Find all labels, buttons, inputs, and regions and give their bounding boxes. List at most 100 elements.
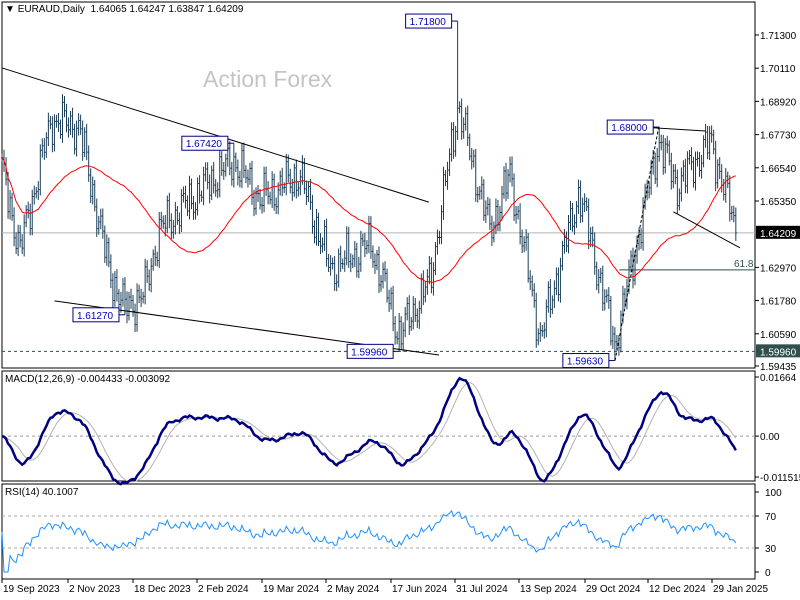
price-bar xyxy=(525,229,528,251)
y-tick-label: 1.62970 xyxy=(760,263,797,274)
price-bar xyxy=(694,151,697,191)
price-bar xyxy=(583,193,586,213)
price-bar xyxy=(39,144,42,196)
price-bar xyxy=(186,195,189,217)
price-bar xyxy=(325,218,328,267)
price-bar xyxy=(718,157,721,180)
price-bar xyxy=(573,214,576,235)
price-bar xyxy=(154,245,157,266)
price-bar xyxy=(285,153,288,196)
price-bar xyxy=(142,291,145,304)
price-bar xyxy=(404,306,407,338)
price-bar xyxy=(500,185,503,221)
price-bar xyxy=(557,267,560,302)
price-bar xyxy=(246,169,249,188)
price-bar xyxy=(402,322,405,352)
price-bar xyxy=(250,160,253,205)
y-tick-label: 1.70110 xyxy=(760,64,796,75)
price-bar xyxy=(684,158,687,194)
price-bar xyxy=(591,226,594,248)
price-bar xyxy=(27,201,30,219)
price-bar xyxy=(210,165,213,200)
price-bar xyxy=(686,151,689,194)
price-bar xyxy=(158,212,161,268)
price-bar xyxy=(355,242,358,278)
price-bar xyxy=(392,285,395,332)
price-bar xyxy=(543,322,546,339)
price-bar xyxy=(351,254,354,269)
price-bar xyxy=(448,148,451,177)
price-bar xyxy=(700,154,703,179)
price-bar xyxy=(97,215,100,235)
price-bar xyxy=(734,207,737,241)
rsi-y-tick-label: 30 xyxy=(765,544,777,555)
price-bar xyxy=(77,113,80,136)
price-bar xyxy=(511,156,514,187)
price-bar xyxy=(369,216,372,259)
price-bar xyxy=(648,181,651,199)
price-bar xyxy=(422,270,425,306)
price-bar xyxy=(105,234,108,266)
symbol-header[interactable]: ▼ EURAUD,Daily 1.64065 1.64247 1.63847 1… xyxy=(5,4,243,15)
price-bar xyxy=(123,277,126,315)
price-bar xyxy=(146,260,149,283)
price-label: 1.59630 xyxy=(567,357,604,368)
price-bar xyxy=(19,224,22,248)
price-bar xyxy=(680,167,683,202)
price-bar xyxy=(212,161,215,194)
price-bar xyxy=(668,140,671,166)
price-bar xyxy=(228,141,231,176)
price-bar xyxy=(240,143,243,189)
price-bar xyxy=(311,194,314,234)
price-bar xyxy=(658,127,661,162)
price-bar xyxy=(299,169,302,196)
price-bar xyxy=(388,289,391,312)
price-bar xyxy=(672,164,675,189)
price-bar xyxy=(279,170,282,196)
price-label-box xyxy=(181,135,229,151)
price-bar xyxy=(315,208,318,246)
price-bar xyxy=(113,271,116,307)
price-bar xyxy=(168,192,171,229)
price-bar xyxy=(623,288,626,308)
price-bar xyxy=(271,171,274,209)
collapse-triangle-icon[interactable]: ▼ xyxy=(5,4,18,15)
price-bar xyxy=(488,198,491,230)
price-bar xyxy=(676,169,679,214)
price-bar xyxy=(595,261,598,291)
price-bar xyxy=(196,177,199,216)
price-bar xyxy=(93,179,96,212)
price-bar xyxy=(607,287,610,309)
price-bar xyxy=(188,175,191,220)
price-bar xyxy=(605,289,608,303)
price-bar xyxy=(664,138,667,174)
price-bar xyxy=(597,269,600,294)
price-bar xyxy=(15,232,18,254)
price-bar xyxy=(492,221,495,243)
price-bar xyxy=(293,163,296,197)
price-bar xyxy=(79,114,82,135)
price-bar xyxy=(353,240,356,268)
price-bar xyxy=(563,229,566,254)
price-bar xyxy=(267,181,270,205)
price-bar xyxy=(529,270,532,291)
y-tick-label: 1.71300 xyxy=(760,31,797,42)
y-tick-label: 1.65350 xyxy=(760,197,797,208)
price-bar xyxy=(414,298,417,322)
price-bar xyxy=(712,129,715,155)
price-bar xyxy=(386,268,389,303)
price-bar xyxy=(365,240,368,255)
price-bar xyxy=(478,185,481,200)
price-bar xyxy=(601,265,604,311)
x-tick-label: 19 Mar 2024 xyxy=(263,584,320,595)
price-bar xyxy=(192,196,195,220)
price-bar xyxy=(502,166,505,199)
price-bar xyxy=(436,229,439,255)
price-bar xyxy=(289,168,292,194)
price-bar xyxy=(575,201,578,228)
price-bar xyxy=(281,167,284,197)
price-label-box xyxy=(562,353,610,369)
price-bar xyxy=(375,249,378,271)
price-bar xyxy=(732,205,735,223)
